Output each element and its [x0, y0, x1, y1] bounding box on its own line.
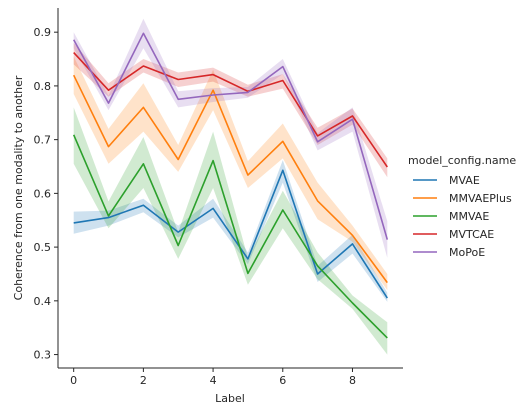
ci-band-mopoe [73, 18, 388, 258]
y-tick-label: 0.9 [34, 26, 52, 39]
y-tick-label: 0.3 [34, 349, 52, 362]
series-lines [72, 32, 389, 339]
y-tick-label: 0.5 [34, 241, 52, 254]
axes [57, 8, 403, 369]
y-tick-label: 0.4 [34, 295, 52, 308]
legend-label-mvae: MVAE [449, 174, 480, 187]
y-axis-label: Coherence from one modality to another [12, 75, 25, 300]
x-tick-label: 6 [279, 374, 286, 387]
confidence-bands [73, 18, 388, 355]
y-tick-label: 0.6 [34, 187, 52, 200]
ci-band-mvae [73, 160, 388, 302]
series-line-mvae [73, 169, 388, 299]
legend: model_config.name MVAE MMVAEPlus MMVAE MVTC… [408, 154, 516, 259]
y-ticks: 0.3 0.4 0.5 0.6 0.7 0.8 0.9 [34, 26, 58, 362]
series-line-mvtcae [73, 52, 388, 168]
x-ticks: 0 2 4 6 8 [70, 368, 356, 387]
y-tick-label: 0.8 [34, 80, 52, 93]
legend-label-mvtcae: MVTCAE [449, 228, 494, 241]
ci-band-mmvae [73, 107, 388, 355]
series-line-mmvae [72, 134, 388, 339]
legend-title: model_config.name [408, 154, 516, 167]
x-tick-label: 0 [70, 374, 77, 387]
x-tick-label: 4 [210, 374, 217, 387]
x-tick-label: 2 [140, 374, 147, 387]
y-tick-label: 0.7 [34, 134, 52, 147]
ci-band-mmvaeplus [73, 56, 388, 291]
legend-label-mopoe: MoPoE [449, 246, 485, 259]
series-line-mmvaeplus [72, 74, 388, 284]
legend-label-mmvae: MMVAE [449, 210, 489, 223]
x-tick-label: 8 [349, 374, 356, 387]
ci-band-mvtcae [73, 42, 388, 178]
legend-items: MVAE MMVAEPlus MMVAE MVTCAE MoPoE [413, 174, 512, 259]
x-axis-label: Label [215, 392, 245, 405]
series-line-mopoe [72, 32, 389, 240]
legend-label-mmvaeplus: MMVAEPlus [449, 192, 512, 205]
